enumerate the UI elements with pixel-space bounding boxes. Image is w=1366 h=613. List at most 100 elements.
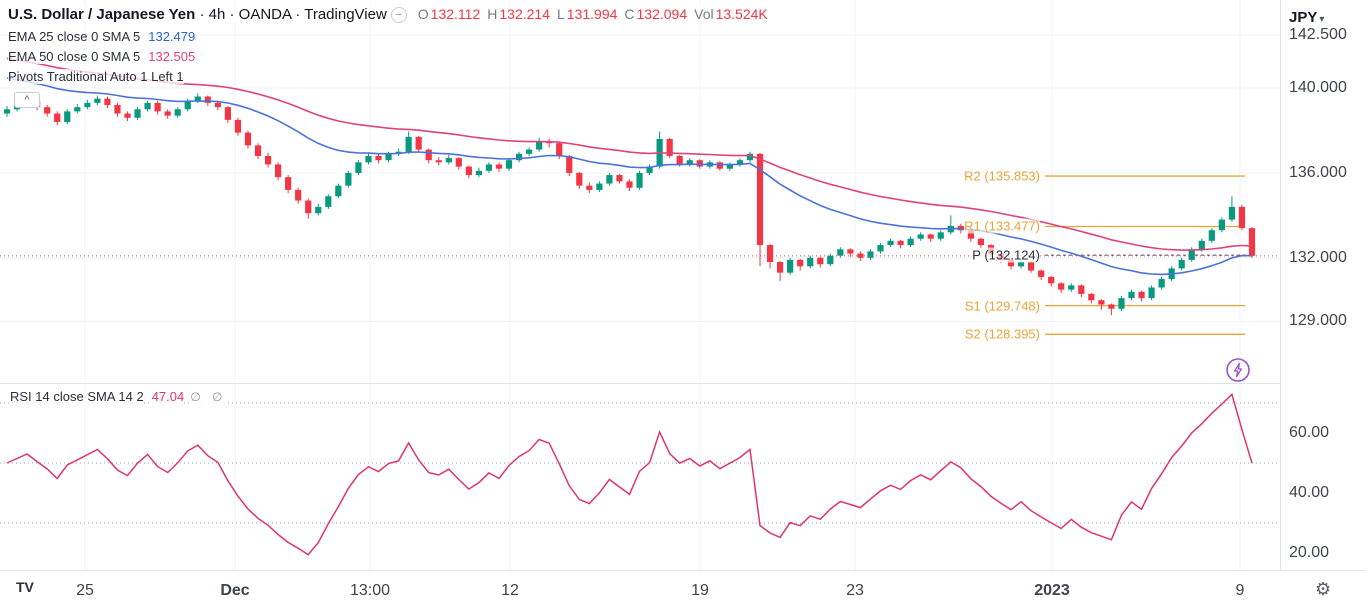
candle-body — [927, 234, 934, 239]
price-axis[interactable]: JPY ▾ 142.500 140.000 136.000 132.000 129.000… — [1280, 0, 1366, 570]
tradingview-logo[interactable]: TV — [16, 579, 34, 595]
rsi-value: 47.04 — [151, 389, 185, 404]
candle-body — [777, 262, 784, 273]
candle-body — [887, 240, 894, 246]
ohlc-values: O 132.112 H 132.214 L 131.994 C 132.094 Vol 13.52… — [410, 6, 768, 22]
candle-body — [847, 249, 854, 254]
candle-body — [54, 113, 61, 123]
rsi-extra-values: ∅ ∅ — [190, 390, 227, 404]
candle-body — [1238, 206, 1246, 229]
candle-body — [204, 96, 211, 103]
ema25-value: 132.479 — [148, 29, 196, 44]
chart-legend: U.S. Dollar / Japanese Yen · 4h · OANDA … — [8, 6, 768, 108]
y-axis-label: 136.000 — [1289, 163, 1347, 181]
candle-body — [967, 230, 974, 239]
candle-body — [1158, 279, 1165, 288]
candle-body — [214, 102, 221, 108]
candle-body — [1228, 206, 1235, 220]
indicator-ema25[interactable]: EMA 25 close 0 SMA 5 132.479 — [8, 29, 768, 44]
candle-body — [1088, 293, 1095, 301]
price-pane[interactable]: R2 (135.853) R1 (133.477) P (132.124) S1 (1… — [0, 0, 1280, 383]
collapse-legend-button[interactable]: ^ — [14, 92, 40, 108]
candle-body — [425, 149, 432, 161]
candle-body — [937, 232, 944, 239]
ema-50-line — [6, 57, 1253, 251]
time-axis[interactable]: TV ⚙ 25 Dec 13:00 12 19 23 2023 9 — [0, 570, 1366, 613]
candle-body — [726, 164, 733, 169]
candle-body — [606, 175, 613, 184]
candle-body — [1048, 276, 1055, 284]
volume-label: Vol — [694, 6, 714, 22]
indicator-pivots[interactable]: Pivots Traditional Auto 1 Left 1 — [8, 69, 768, 84]
candle-body — [1078, 285, 1085, 294]
candle-body — [797, 259, 804, 267]
x-axis-label: 19 — [691, 582, 709, 599]
candle-body — [696, 160, 703, 167]
lightning-icon[interactable] — [1225, 357, 1251, 383]
candle-body — [897, 240, 904, 246]
indicator-ema50[interactable]: EMA 50 close 0 SMA 5 132.505 — [8, 49, 768, 64]
candle-body — [787, 259, 794, 273]
candle-body — [536, 141, 543, 150]
x-axis-label: 23 — [846, 582, 864, 599]
candle-body — [636, 172, 643, 188]
candle-body — [1208, 230, 1215, 241]
y-axis-label: 129.000 — [1289, 312, 1347, 330]
x-axis-label: 9 — [1235, 582, 1245, 599]
ema50-value: 132.505 — [148, 49, 196, 64]
legend-more-icon[interactable]: – — [390, 6, 407, 23]
currency-dropdown[interactable]: JPY ▾ — [1289, 8, 1329, 27]
rsi-chart-canvas[interactable] — [0, 384, 1280, 570]
rsi-pane[interactable] — [0, 383, 1280, 570]
candle-body — [184, 100, 191, 110]
candle-body — [586, 185, 593, 190]
candle-body — [375, 155, 382, 161]
x-axis-label: Dec — [220, 582, 250, 599]
candle-body — [435, 160, 442, 163]
candle-body — [234, 119, 242, 133]
candle-body — [1248, 228, 1256, 256]
candle-body — [1017, 262, 1025, 267]
candle-body — [1028, 262, 1035, 271]
candle-body — [445, 158, 452, 163]
close-value: 132.094 — [636, 6, 688, 22]
price-chart-canvas[interactable] — [0, 0, 1280, 383]
candle-body — [676, 155, 683, 165]
candle-body — [224, 107, 231, 120]
pivot-label-P: P (132.124) — [972, 247, 1040, 263]
candle-body — [1148, 287, 1155, 299]
symbol-title[interactable]: U.S. Dollar / Japanese Yen — [8, 6, 196, 23]
symbol-legend-row[interactable]: U.S. Dollar / Japanese Yen · 4h · OANDA … — [8, 6, 768, 24]
candle-body — [365, 155, 372, 163]
y-axis-label: 142.500 — [1289, 26, 1347, 43]
x-axis-label: 25 — [76, 582, 94, 599]
gear-icon[interactable]: ⚙ — [1315, 579, 1332, 599]
y-axis-label: 40.00 — [1289, 484, 1330, 501]
candle-body — [736, 160, 744, 165]
candle-body — [164, 111, 171, 116]
candle-body — [94, 98, 101, 103]
candle-body — [1058, 283, 1065, 290]
close-label: C — [624, 6, 635, 22]
low-label: L — [556, 6, 565, 22]
candle-body — [64, 111, 71, 123]
candle-body — [264, 155, 272, 165]
candle-body — [917, 234, 924, 239]
candle-body — [716, 162, 723, 169]
rsi-line — [6, 392, 1253, 556]
candle-body — [134, 109, 141, 118]
chevron-down-icon: ▾ — [1319, 14, 1325, 25]
candle-body — [345, 172, 352, 186]
candle-body — [1007, 259, 1015, 267]
candle-body — [415, 136, 422, 150]
ema-25-line — [6, 77, 1253, 276]
candle-body — [455, 158, 462, 167]
y-axis-label: 132.000 — [1289, 248, 1347, 266]
candle-body — [174, 109, 181, 116]
high-label: H — [487, 6, 498, 22]
candle-body — [335, 185, 342, 197]
high-value: 132.214 — [499, 6, 550, 22]
rsi-legend[interactable]: RSI 14 close SMA 14 2 47.04 ∅ ∅ — [10, 389, 227, 404]
candle-body — [1098, 300, 1105, 305]
